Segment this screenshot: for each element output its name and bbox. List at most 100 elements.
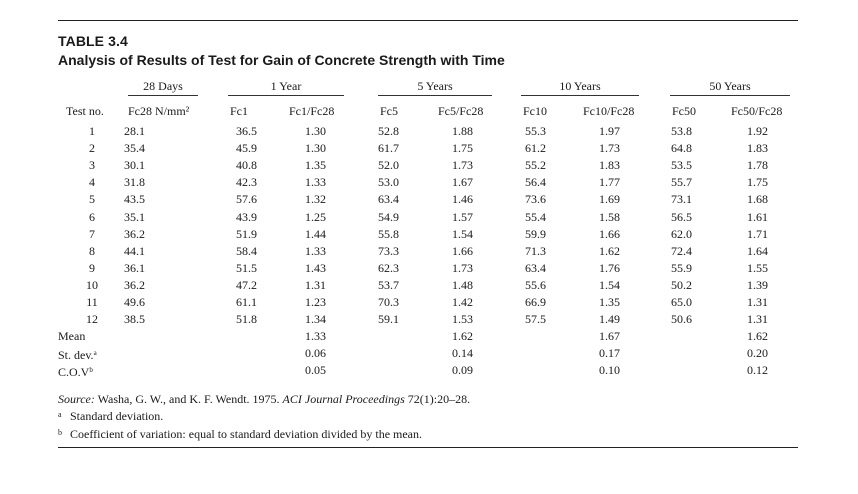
cell-fc28: 35.4: [124, 141, 145, 156]
summary-row: St. dev.a 0.06 0.14 0.17 0.20: [0, 347, 858, 364]
cell-fc5: 61.7: [378, 141, 399, 156]
summary-cell-fc1-fc28: 0.06: [305, 346, 326, 361]
summary-row: C.O.Vb 0.05 0.09 0.10 0.12: [0, 364, 858, 381]
cell-fc5-fc28: 1.67: [452, 175, 473, 190]
cell-fc1-fc28: 1.30: [305, 124, 326, 138]
summary-cell-fc5-fc28: 1.62: [452, 329, 473, 344]
top-rule: [58, 20, 798, 21]
cell-fc1: 36.5: [236, 124, 257, 138]
cell-fc50: 53.8: [671, 124, 692, 138]
cell-fc10: 66.9: [525, 295, 546, 309]
cell-fc50: 73.1: [671, 192, 692, 207]
cell-fc10-fc28: 1.69: [599, 192, 620, 207]
summary-cell-fc5-fc28: 0.09: [452, 363, 473, 378]
cell-fc28: 36.2: [124, 226, 145, 241]
table-row: 1 28.1 36.5 1.30 52.8 1.88 55.3 1.97 53.8 1.92: [0, 125, 858, 142]
footnote-mark: b: [58, 428, 62, 437]
cell-fc10-fc28: 1.73: [599, 141, 620, 156]
cell-fc10: 55.3: [525, 124, 546, 138]
cell-fc5-fc28: 1.66: [452, 243, 473, 258]
cell-fc5-fc28: 1.57: [452, 209, 473, 224]
cell-fc5-fc28: 1.53: [452, 312, 473, 327]
cell-fc10-fc28: 1.97: [599, 124, 620, 138]
group-header-10-years: 10 Years: [521, 80, 639, 96]
footnote-b: b Coefficient of variation: equal to stan…: [58, 427, 422, 442]
footnote-text: Standard deviation.: [70, 409, 164, 423]
cell-fc50-fc28: 1.92: [747, 124, 768, 138]
summary-cell-fc5-fc28: 0.14: [452, 346, 473, 361]
cell-fc10: 63.4: [525, 260, 546, 275]
cell-fc1-fc28: 1.33: [305, 243, 326, 258]
cell-fc1-fc28: 1.44: [305, 226, 326, 241]
cell-fc5-fc28: 1.54: [452, 226, 473, 241]
table-row: 7 36.2 51.9 1.44 55.8 1.54 59.9 1.66 62.0 1.71: [0, 226, 858, 245]
bottom-rule: [58, 447, 798, 448]
cell-fc28: 44.1: [124, 243, 145, 258]
cell-fc28: 38.5: [124, 312, 145, 327]
cell-fc1-fc28: 1.31: [305, 277, 326, 292]
footnote-text: Coefficient of variation: equal to stand…: [70, 427, 423, 441]
cell-test-no: 11: [86, 295, 98, 309]
table-row: 10 36.2 47.2 1.31 53.7 1.48 55.6 1.54 50.2 1.39: [0, 277, 858, 296]
cell-fc1-fc28: 1.33: [305, 175, 326, 190]
cell-fc50-fc28: 1.75: [747, 175, 768, 190]
summary-cell-fc10-fc28: 0.17: [599, 346, 620, 361]
cell-fc50: 55.9: [671, 260, 692, 275]
summary-label-text: St. dev.: [58, 348, 94, 363]
source-note: Source: Washa, G. W., and K. F. Wendt. 1…: [58, 392, 470, 407]
cell-fc10: 57.5: [525, 312, 546, 327]
column-header-fc1: Fc1: [230, 104, 248, 118]
cell-fc28: 35.1: [124, 209, 145, 224]
group-header-1-year: 1 Year: [228, 80, 344, 96]
summary-cell-fc50-fc28: 0.12: [747, 363, 768, 378]
cell-fc50-fc28: 1.31: [747, 295, 768, 309]
cell-fc5-fc28: 1.75: [452, 141, 473, 156]
cell-test-no: 10: [86, 277, 98, 292]
cell-test-no: 12: [86, 312, 98, 327]
cell-fc5-fc28: 1.42: [452, 295, 473, 309]
cell-fc10: 55.2: [525, 158, 546, 173]
cell-fc1: 61.1: [236, 295, 257, 309]
cell-fc50: 72.4: [671, 243, 692, 258]
cell-fc5: 53.7: [378, 277, 399, 292]
column-header-fc5-fc28: Fc5/Fc28: [438, 104, 484, 118]
cell-fc1-fc28: 1.23: [305, 295, 326, 309]
summary-label-text: C.O.V: [58, 365, 90, 380]
cell-fc10-fc28: 1.58: [599, 209, 620, 224]
cell-fc50: 64.8: [671, 141, 692, 156]
cell-fc1: 45.9: [236, 141, 257, 156]
table-row: 9 36.1 51.5 1.43 62.3 1.73 63.4 1.76 55.9 1.55: [0, 260, 858, 279]
table-row: 6 35.1 43.9 1.25 54.9 1.57 55.4 1.58 56.5 1.61: [0, 209, 858, 228]
cell-fc50: 62.0: [671, 226, 692, 241]
column-header-fc10-fc28: Fc10/Fc28: [583, 104, 635, 118]
group-header-28-days: 28 Days: [128, 80, 198, 96]
table-row: 11 49.6 61.1 1.23 70.3 1.42 66.9 1.35 65.0 1.31: [0, 296, 858, 313]
cell-fc5-fc28: 1.46: [452, 192, 473, 207]
column-header-test-no: Test no.: [66, 104, 104, 118]
summary-cell-fc1-fc28: 0.05: [305, 363, 326, 378]
summary-label: C.O.Vb: [58, 364, 93, 379]
summary-label: Mean: [58, 330, 85, 343]
cell-fc1-fc28: 1.30: [305, 141, 326, 156]
summary-cell-fc10-fc28: 1.67: [599, 329, 620, 344]
cell-fc50: 50.2: [671, 277, 692, 292]
cell-fc10: 55.4: [525, 209, 546, 224]
cell-fc5: 53.0: [378, 175, 399, 190]
cell-fc1-fc28: 1.34: [305, 312, 326, 327]
cell-fc10-fc28: 1.62: [599, 243, 620, 258]
cell-fc10-fc28: 1.49: [599, 312, 620, 327]
source-journal: ACI Journal Proceedings: [282, 392, 405, 406]
footnote-mark: a: [93, 349, 97, 358]
table-title: Analysis of Results of Test for Gain of …: [58, 52, 505, 68]
cell-test-no: 2: [89, 141, 95, 156]
cell-fc5-fc28: 1.48: [452, 277, 473, 292]
column-header-fc50: Fc50: [672, 104, 696, 118]
column-header-fc50-fc28: Fc50/Fc28: [731, 104, 783, 118]
cell-fc28: 36.2: [124, 277, 145, 292]
cell-fc10: 56.4: [525, 175, 546, 190]
summary-cell-fc10-fc28: 0.10: [599, 363, 620, 378]
cell-fc1: 51.9: [236, 226, 257, 241]
cell-fc10-fc28: 1.66: [599, 226, 620, 241]
footnote-a: a Standard deviation.: [58, 409, 163, 424]
cell-fc28: 30.1: [124, 158, 145, 173]
